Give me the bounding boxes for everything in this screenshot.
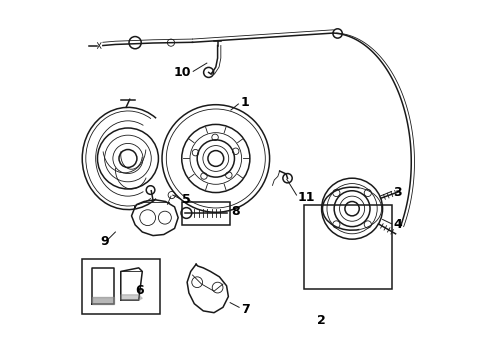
- Text: 9: 9: [100, 235, 109, 248]
- Text: 5: 5: [182, 193, 190, 206]
- Bar: [182, 202, 230, 225]
- Text: 11: 11: [297, 191, 314, 204]
- Bar: [303, 205, 391, 289]
- Text: 8: 8: [230, 205, 239, 218]
- Text: 3: 3: [393, 186, 402, 199]
- Text: 6: 6: [135, 284, 143, 297]
- Text: 1: 1: [241, 96, 249, 109]
- Text: 4: 4: [393, 218, 402, 231]
- Text: 10: 10: [174, 66, 191, 79]
- Bar: [82, 259, 159, 315]
- Text: 2: 2: [317, 314, 325, 327]
- Polygon shape: [92, 297, 113, 304]
- Text: 7: 7: [241, 303, 249, 316]
- Polygon shape: [121, 295, 142, 300]
